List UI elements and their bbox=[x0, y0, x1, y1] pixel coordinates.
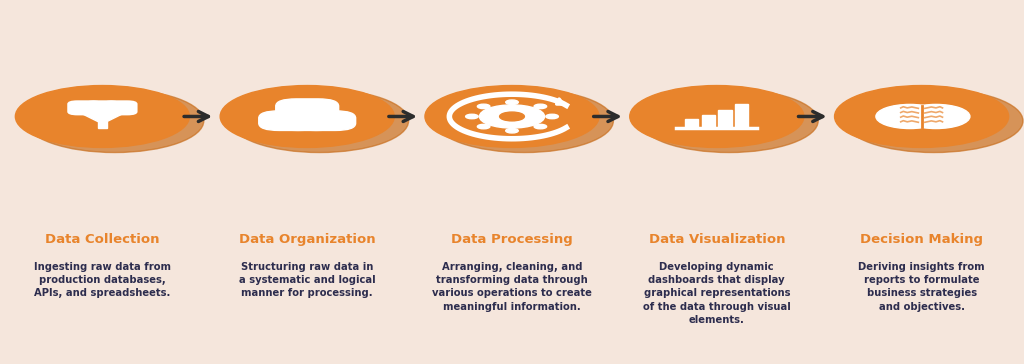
Circle shape bbox=[479, 105, 545, 128]
Circle shape bbox=[500, 112, 524, 121]
Circle shape bbox=[835, 86, 1009, 147]
Bar bbox=[719, 110, 732, 127]
Text: Arranging, cleaning, and
transforming data through
various operations to create
: Arranging, cleaning, and transforming da… bbox=[432, 262, 592, 312]
Text: Developing dynamic
dashboards that display
graphical representations
of the data: Developing dynamic dashboards that displ… bbox=[643, 262, 791, 325]
Circle shape bbox=[220, 86, 394, 147]
Polygon shape bbox=[97, 122, 108, 128]
Circle shape bbox=[876, 104, 944, 128]
Text: Data Visualization: Data Visualization bbox=[648, 233, 785, 246]
Text: Deriving insights from
reports to formulate
business strategies
and objectives.: Deriving insights from reports to formul… bbox=[858, 262, 985, 312]
Bar bbox=[701, 115, 715, 127]
FancyBboxPatch shape bbox=[85, 100, 120, 115]
Bar bbox=[685, 119, 698, 127]
Circle shape bbox=[15, 86, 189, 147]
FancyBboxPatch shape bbox=[103, 100, 137, 115]
Circle shape bbox=[435, 89, 613, 153]
Text: Structuring raw data in
a systematic and logical
manner for processing.: Structuring raw data in a systematic and… bbox=[239, 262, 376, 298]
FancyBboxPatch shape bbox=[295, 111, 355, 130]
Text: Data Organization: Data Organization bbox=[239, 233, 376, 246]
Circle shape bbox=[630, 86, 804, 147]
Bar bbox=[735, 104, 749, 127]
FancyBboxPatch shape bbox=[275, 99, 339, 118]
Circle shape bbox=[845, 89, 1023, 153]
Circle shape bbox=[506, 100, 518, 104]
Circle shape bbox=[546, 114, 558, 119]
FancyBboxPatch shape bbox=[276, 111, 338, 130]
Text: Data Collection: Data Collection bbox=[45, 233, 160, 246]
Circle shape bbox=[425, 86, 599, 147]
Text: Ingesting raw data from
production databases,
APIs, and spreadsheets.: Ingesting raw data from production datab… bbox=[34, 262, 171, 298]
Circle shape bbox=[640, 89, 818, 153]
Circle shape bbox=[466, 114, 478, 119]
Circle shape bbox=[535, 124, 547, 129]
Circle shape bbox=[230, 89, 409, 153]
Circle shape bbox=[902, 104, 970, 128]
Circle shape bbox=[477, 124, 489, 129]
FancyBboxPatch shape bbox=[259, 111, 319, 130]
Circle shape bbox=[535, 104, 547, 108]
Circle shape bbox=[477, 104, 489, 108]
FancyBboxPatch shape bbox=[68, 100, 101, 115]
Circle shape bbox=[26, 89, 204, 153]
Text: Data Processing: Data Processing bbox=[452, 233, 572, 246]
Polygon shape bbox=[81, 113, 124, 122]
Circle shape bbox=[506, 128, 518, 133]
Text: Decision Making: Decision Making bbox=[860, 233, 983, 246]
